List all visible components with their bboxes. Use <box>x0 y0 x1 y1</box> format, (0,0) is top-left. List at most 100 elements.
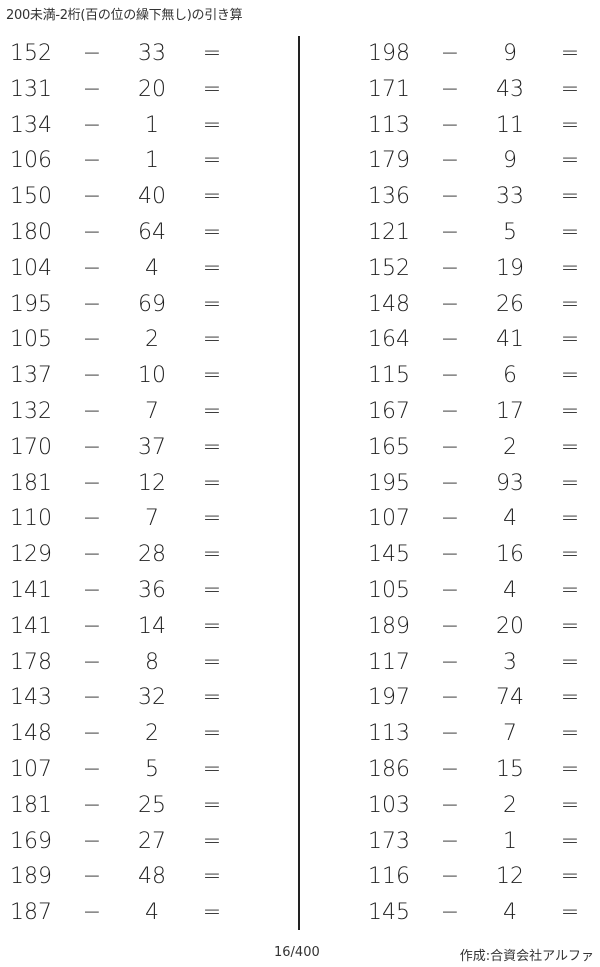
problem-row: 107 − 4 = <box>368 501 600 537</box>
subtrahend: 8 <box>145 649 159 675</box>
equals-sign: = <box>560 363 580 389</box>
minuend: 115 <box>368 363 410 389</box>
equals-sign: = <box>202 900 222 926</box>
problem-row: 143 − 32 = <box>10 680 270 716</box>
minus-sign: − <box>82 255 102 281</box>
minus-sign: − <box>82 434 102 460</box>
equals-sign: = <box>560 327 580 353</box>
equals-sign: = <box>560 721 580 747</box>
minuend: 195 <box>368 470 410 496</box>
equals-sign: = <box>560 220 580 245</box>
subtrahend: 6 <box>503 363 517 389</box>
problem-row: 178 − 8 = <box>10 645 270 681</box>
minuend: 145 <box>368 900 410 926</box>
minus-sign: − <box>82 613 102 639</box>
minuend: 134 <box>10 112 52 138</box>
problem-row: 136 − 33 = <box>368 179 600 215</box>
equals-sign: = <box>202 649 222 675</box>
subtrahend: 25 <box>138 792 166 818</box>
minus-sign: − <box>82 721 102 747</box>
equals-sign: = <box>202 41 222 66</box>
subtrahend: 10 <box>138 363 166 389</box>
equals-sign: = <box>560 506 580 532</box>
minus-sign: − <box>440 112 460 138</box>
problem-row: 141 − 14 = <box>10 609 270 645</box>
problem-row: 170 − 37 = <box>10 430 270 466</box>
minuend: 197 <box>368 685 410 711</box>
minuend: 170 <box>10 434 52 460</box>
problem-row: 173 − 1 = <box>368 824 600 860</box>
problem-row: 113 − 11 = <box>368 108 600 144</box>
problem-row: 181 − 12 = <box>10 466 270 502</box>
equals-sign: = <box>560 112 580 138</box>
equals-sign: = <box>202 399 222 424</box>
subtrahend: 3 <box>503 649 517 675</box>
minuend: 145 <box>368 542 410 568</box>
problem-row: 110 − 7 = <box>10 501 270 537</box>
problem-row: 152 − 33 = <box>10 36 270 72</box>
equals-sign: = <box>202 220 222 245</box>
minuend: 141 <box>10 613 52 639</box>
minus-sign: − <box>440 184 460 210</box>
subtrahend: 4 <box>503 578 517 603</box>
problem-row: 169 − 27 = <box>10 824 270 860</box>
minuend: 105 <box>10 327 52 353</box>
worksheet-title: 200未満-2桁(百の位の繰下無し)の引き算 <box>6 8 243 23</box>
equals-sign: = <box>560 828 580 854</box>
subtrahend: 43 <box>496 76 524 102</box>
minuend: 189 <box>10 864 52 890</box>
minuend: 198 <box>368 41 410 66</box>
minus-sign: − <box>440 148 460 174</box>
minus-sign: − <box>440 470 460 496</box>
subtrahend: 12 <box>138 470 166 496</box>
minus-sign: − <box>82 578 102 603</box>
minus-sign: − <box>440 864 460 890</box>
minus-sign: − <box>82 864 102 890</box>
minus-sign: − <box>82 506 102 532</box>
problem-row: 167 − 17 = <box>368 394 600 430</box>
minus-sign: − <box>440 721 460 747</box>
subtrahend: 4 <box>145 900 159 926</box>
minuend: 106 <box>10 148 52 174</box>
problem-row: 198 − 9 = <box>368 36 600 72</box>
minus-sign: − <box>440 685 460 711</box>
minus-sign: − <box>82 148 102 174</box>
equals-sign: = <box>202 470 222 496</box>
equals-sign: = <box>560 792 580 818</box>
equals-sign: = <box>202 542 222 568</box>
equals-sign: = <box>560 649 580 675</box>
subtrahend: 32 <box>138 685 166 711</box>
problem-row: 148 − 2 = <box>10 716 270 752</box>
minuend: 132 <box>10 399 52 424</box>
equals-sign: = <box>202 184 222 210</box>
problem-row: 187 − 4 = <box>10 895 270 931</box>
problem-row: 117 − 3 = <box>368 645 600 681</box>
minus-sign: − <box>82 399 102 424</box>
column-divider <box>298 36 300 930</box>
equals-sign: = <box>202 112 222 138</box>
minuend: 179 <box>368 148 410 174</box>
problem-row: 141 − 36 = <box>10 573 270 609</box>
equals-sign: = <box>202 792 222 818</box>
problem-row: 129 − 28 = <box>10 537 270 573</box>
subtrahend: 19 <box>496 255 524 281</box>
subtrahend: 41 <box>496 327 524 353</box>
subtrahend: 5 <box>503 220 517 245</box>
problem-row: 107 − 5 = <box>10 752 270 788</box>
minuend: 169 <box>10 828 52 854</box>
minus-sign: − <box>82 184 102 210</box>
minuend: 167 <box>368 399 410 424</box>
subtrahend: 15 <box>496 757 524 782</box>
minus-sign: − <box>440 792 460 818</box>
problem-row: 165 − 2 = <box>368 430 600 466</box>
equals-sign: = <box>202 148 222 174</box>
equals-sign: = <box>202 434 222 460</box>
minuend: 181 <box>10 792 52 818</box>
minuend: 178 <box>10 649 52 675</box>
problem-row: 164 − 41 = <box>368 322 600 358</box>
minuend: 137 <box>10 363 52 389</box>
minuend: 136 <box>368 184 410 210</box>
subtrahend: 33 <box>138 41 166 66</box>
problem-row: 145 − 16 = <box>368 537 600 573</box>
problem-row: 195 − 69 = <box>10 287 270 323</box>
